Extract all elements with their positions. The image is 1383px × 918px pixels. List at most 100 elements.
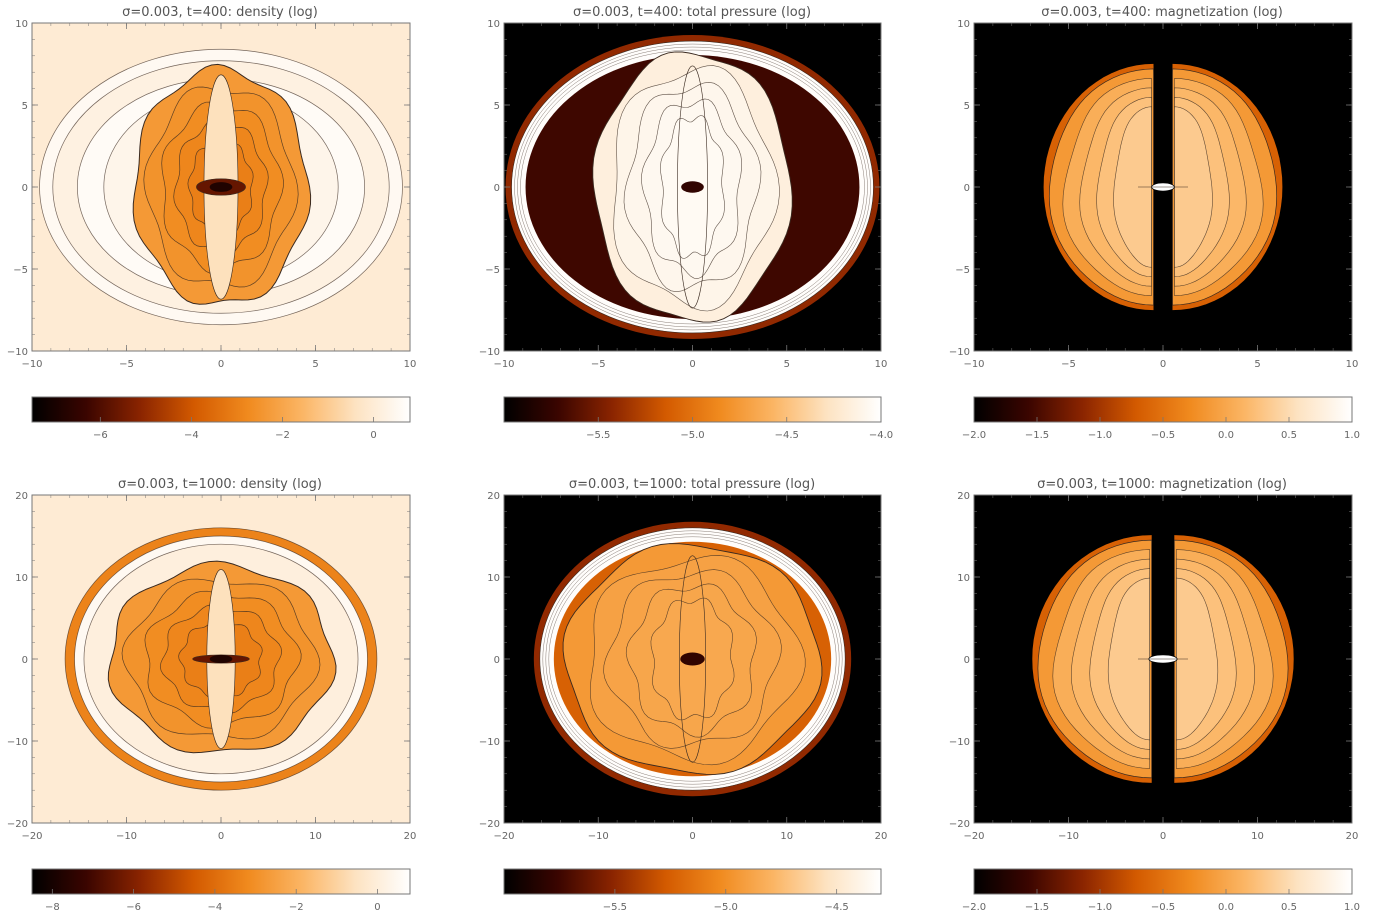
colorbar-tick-label: −4.5	[775, 430, 799, 441]
heatmap-plot	[32, 495, 410, 823]
y-tick-label: 10	[487, 573, 500, 584]
heatmap-plot	[504, 495, 881, 823]
y-tick-label: −20	[479, 819, 500, 830]
y-tick-label: 10	[957, 19, 970, 30]
x-tick-label: −20	[493, 831, 514, 842]
plot-layer	[974, 23, 1352, 351]
x-tick-label: 0	[689, 359, 695, 370]
colorbar: −2.0 −1.5 −1.0 −0.5 0.0 0.5 1.0	[962, 868, 1360, 913]
x-tick-label: −5	[119, 359, 134, 370]
colorbar-tick-label: −1.5	[1025, 902, 1049, 913]
y-tick-label: 0	[494, 183, 500, 194]
colorbar-tick-label: −4	[208, 902, 223, 913]
colorbar-tick-label: 1.0	[1344, 902, 1360, 913]
colorbar: −6 −4 −2 0	[31, 396, 411, 441]
colorbar-tick-label: 1.0	[1344, 430, 1360, 441]
colorbar-tick-label: 0.0	[1218, 430, 1234, 441]
panel-title: σ=0.003, t=400: density (log)	[122, 5, 318, 20]
plot-layer	[32, 495, 410, 823]
y-tick-label: −20	[7, 819, 28, 830]
x-tick-label: 0	[218, 359, 224, 370]
colorbar-tick-label: −0.5	[1151, 430, 1175, 441]
colorbar: −2.0 −1.5 −1.0 −0.5 0.0 0.5 1.0	[962, 396, 1360, 441]
x-tick-label: −10	[588, 831, 609, 842]
x-tick-label: −10	[116, 831, 137, 842]
x-tick-label: 5	[1254, 359, 1260, 370]
y-tick-label: −10	[949, 737, 970, 748]
colorbar-tick-label: −8	[45, 902, 60, 913]
y-tick-label: 0	[964, 183, 970, 194]
colorbar-tick-label: 0	[374, 902, 380, 913]
panel-title: σ=0.003, t=1000: total pressure (log)	[569, 477, 815, 492]
colorbar-tick-label: −1.0	[1088, 902, 1112, 913]
colorbar-gradient	[31, 868, 411, 895]
colorbar-tick-label: −1.5	[1025, 430, 1049, 441]
x-tick-label: 20	[1346, 831, 1359, 842]
x-tick-label: −20	[21, 831, 42, 842]
axes: −10 −5 0 5 10 10 5 0 −5 −10	[7, 19, 416, 370]
colorbar: −5.5 −5.0 −4.5	[503, 868, 882, 913]
x-tick-label: 10	[1251, 831, 1264, 842]
y-tick-label: 10	[15, 19, 28, 30]
colorbar-tick-label: −0.5	[1151, 902, 1175, 913]
y-tick-label: 5	[494, 101, 500, 112]
panel-title: σ=0.003, t=400: total pressure (log)	[573, 5, 811, 20]
plot-layer	[504, 23, 881, 351]
axes: −20 −10 0 10 20 20 10 0 −10 −20	[949, 491, 1358, 842]
colorbar-gradient	[503, 868, 882, 895]
shell-contour	[514, 43, 871, 331]
jet-channel	[677, 65, 708, 309]
colorbar-tick-label: 0.5	[1281, 902, 1297, 913]
y-tick-label: −10	[479, 347, 500, 358]
shell-contour	[520, 49, 865, 325]
colorbar-tick-label: −4.5	[824, 902, 848, 913]
y-tick-label: −5	[955, 265, 970, 276]
panel-pressure-t1000: σ=0.003, t=1000: total pressure (log) −2…	[479, 477, 887, 913]
y-tick-label: −5	[485, 265, 500, 276]
plot-layer	[504, 495, 881, 823]
y-tick-label: 20	[15, 491, 28, 502]
colorbar-tick-label: −6	[126, 902, 141, 913]
x-tick-label: 0	[1160, 359, 1166, 370]
y-tick-label: 10	[957, 573, 970, 584]
y-tick-label: 5	[964, 101, 970, 112]
panel-density-t400: σ=0.003, t=400: density (log) −10 −5 0 5 10 1…	[7, 5, 416, 441]
y-tick-label: −20	[949, 819, 970, 830]
colorbar-tick-label: 0.5	[1281, 430, 1297, 441]
x-tick-label: −5	[591, 359, 606, 370]
y-tick-label: 20	[957, 491, 970, 502]
x-tick-label: 20	[404, 831, 417, 842]
x-tick-label: 10	[1346, 359, 1359, 370]
y-tick-label: −10	[7, 737, 28, 748]
x-tick-label: 0	[1160, 831, 1166, 842]
colorbar-tick-label: 0	[370, 430, 376, 441]
colorbar-tick-label: −2	[275, 430, 290, 441]
x-tick-label: 20	[875, 831, 888, 842]
central-source	[209, 182, 233, 192]
heatmap-plot	[974, 23, 1352, 351]
x-tick-label: −10	[493, 359, 514, 370]
colorbar-tick-label: −5.5	[603, 902, 627, 913]
x-tick-label: −10	[21, 359, 42, 370]
colorbar-tick-label: −4.0	[869, 430, 893, 441]
shell-contour	[545, 533, 840, 785]
y-tick-label: 10	[15, 573, 28, 584]
colorbar-tick-label: 0.0	[1218, 902, 1234, 913]
axes: −20 −10 0 10 20 20 10 0 −10 −20	[479, 491, 887, 842]
colorbar: −5.5 −5.0 −4.5 −4.0	[503, 396, 893, 441]
colorbar-tick-label: −2.0	[962, 430, 986, 441]
x-tick-label: 10	[875, 359, 888, 370]
x-tick-label: −20	[963, 831, 984, 842]
panel-pressure-t400: σ=0.003, t=400: total pressure (log) −10…	[479, 5, 893, 441]
x-tick-label: 10	[780, 831, 793, 842]
panel-magnetization-t1000: σ=0.003, t=1000: magnetization (log) −20…	[949, 477, 1360, 913]
heatmap-plot	[504, 23, 881, 351]
shell-contour	[548, 536, 837, 782]
heatmap-plot	[32, 23, 410, 351]
colorbar-tick-label: −5.0	[714, 902, 738, 913]
panel-title: σ=0.003, t=400: magnetization (log)	[1041, 5, 1283, 20]
colorbar-tick-label: −2.0	[962, 902, 986, 913]
axes: −10 −5 0 5 10 10 5 0 −5 −10	[949, 19, 1358, 370]
y-tick-label: 10	[487, 19, 500, 30]
